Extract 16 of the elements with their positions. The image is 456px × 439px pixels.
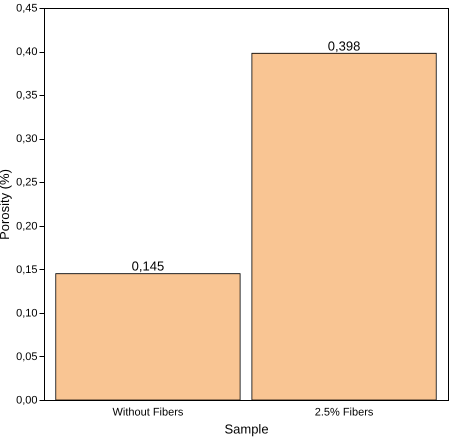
y-tick-label: 0,15: [16, 264, 38, 276]
y-tick-label: 0,40: [16, 46, 38, 58]
y-axis-title: Porosity (%): [0, 169, 12, 240]
y-tick-label: 0,05: [16, 350, 38, 363]
data-label: 0,398: [328, 38, 360, 54]
x-tick-label: 2.5% Fibers: [314, 406, 374, 418]
x-tick-label: Without Fibers: [112, 406, 184, 418]
y-tick-label: 0,45: [16, 2, 38, 14]
y-tick-label: 0,25: [16, 176, 38, 189]
y-tick-label: 0,10: [16, 307, 38, 320]
y-tick-label: 0,20: [16, 220, 38, 232]
y-tick-label: 0,30: [16, 133, 38, 146]
y-tick-label: 0,00: [16, 394, 38, 406]
x-axis-title: Sample: [224, 422, 269, 436]
y-tick-label: 0,35: [16, 90, 38, 102]
data-label: 0,145: [132, 258, 164, 274]
